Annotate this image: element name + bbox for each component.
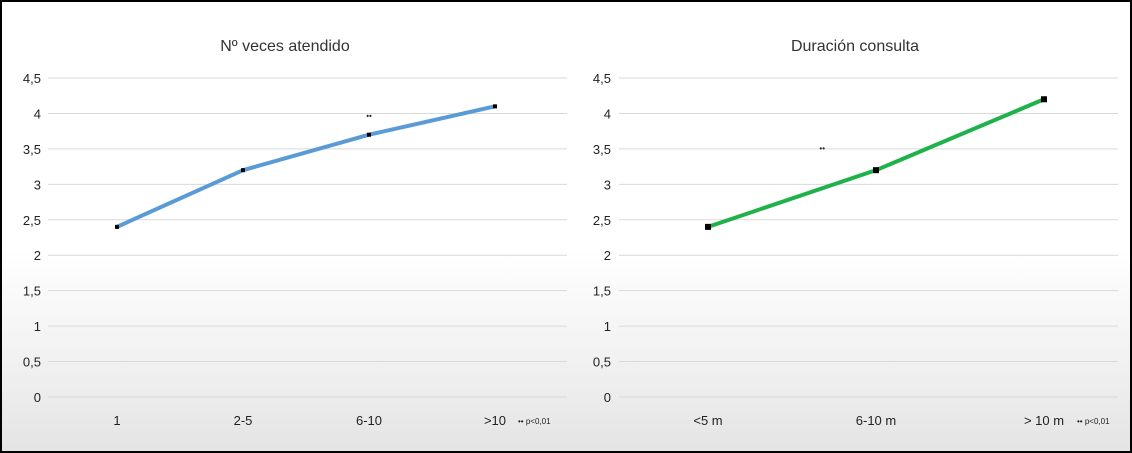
y-tick-label: 1	[34, 319, 41, 334]
y-axis-ticks: 0 0,5 1 1,5 2 2,5 3 3,5 4 4,5	[23, 71, 41, 405]
data-point	[367, 132, 371, 137]
series-line	[706, 97, 1046, 229]
chart-veces-atendido: Nº veces atendido 0 0,5 1 1,5 2 2,5 3 3,5 4 4,5 1…	[23, 38, 567, 428]
y-tick-label: 1,5	[593, 284, 611, 299]
x-tick-label: 2-5	[234, 413, 253, 428]
y-tick-label: 3,5	[593, 142, 611, 157]
y-tick-label: 0	[604, 390, 611, 405]
chart-title: Nº veces atendido	[220, 38, 350, 55]
annotations: ••	[366, 112, 372, 121]
x-axis-ticks: 1 2-5 6-10 >10	[113, 413, 506, 428]
chart-title: Duración consulta	[791, 38, 919, 55]
y-tick-label: 0,5	[593, 355, 611, 370]
y-tick-label: 1	[604, 319, 611, 334]
significance-marker: ••	[366, 112, 372, 121]
chart-duracion-consulta: Duración consulta 0 0,5 1 1,5 2 2,5 3 3,5 4 4,5 <…	[593, 38, 1118, 428]
significance-marker: ••	[819, 144, 825, 153]
y-tick-label: 4,5	[593, 71, 611, 86]
y-tick-label: 2	[604, 248, 611, 263]
x-tick-label: > 10 m	[1024, 413, 1064, 428]
y-tick-label: 2,5	[23, 213, 41, 228]
y-axis-ticks: 0 0,5 1 1,5 2 2,5 3 3,5 4 4,5	[593, 71, 611, 405]
data-point	[241, 168, 245, 173]
gridlines	[48, 77, 567, 398]
y-tick-label: 2,5	[593, 213, 611, 228]
x-tick-label: >10	[484, 413, 506, 428]
y-tick-label: 3	[604, 177, 611, 192]
data-point	[115, 224, 119, 229]
x-tick-label: 1	[113, 413, 120, 428]
annotations: ••	[819, 144, 825, 153]
x-tick-label: 6-10 m	[856, 413, 896, 428]
footnote: •• p<0,01	[518, 417, 551, 426]
data-point	[1041, 96, 1047, 103]
y-tick-label: 0	[34, 390, 41, 405]
data-point	[493, 104, 497, 109]
x-tick-label: 6-10	[356, 413, 382, 428]
series	[115, 104, 497, 229]
y-tick-label: 4	[34, 106, 41, 121]
x-tick-label: <5 m	[693, 413, 722, 428]
y-tick-label: 0,5	[23, 355, 41, 370]
y-tick-label: 3	[34, 177, 41, 192]
data-point	[873, 167, 879, 174]
series	[705, 96, 1047, 230]
y-tick-label: 2	[34, 248, 41, 263]
footnote: •• p<0,01	[1077, 417, 1110, 426]
data-point	[705, 223, 711, 230]
x-axis-ticks: <5 m 6-10 m > 10 m	[693, 413, 1064, 428]
series-line	[115, 104, 497, 229]
y-tick-label: 1,5	[23, 284, 41, 299]
y-tick-label: 3,5	[23, 142, 41, 157]
gridlines	[619, 77, 1118, 398]
y-tick-label: 4,5	[23, 71, 41, 86]
y-tick-label: 4	[604, 106, 611, 121]
